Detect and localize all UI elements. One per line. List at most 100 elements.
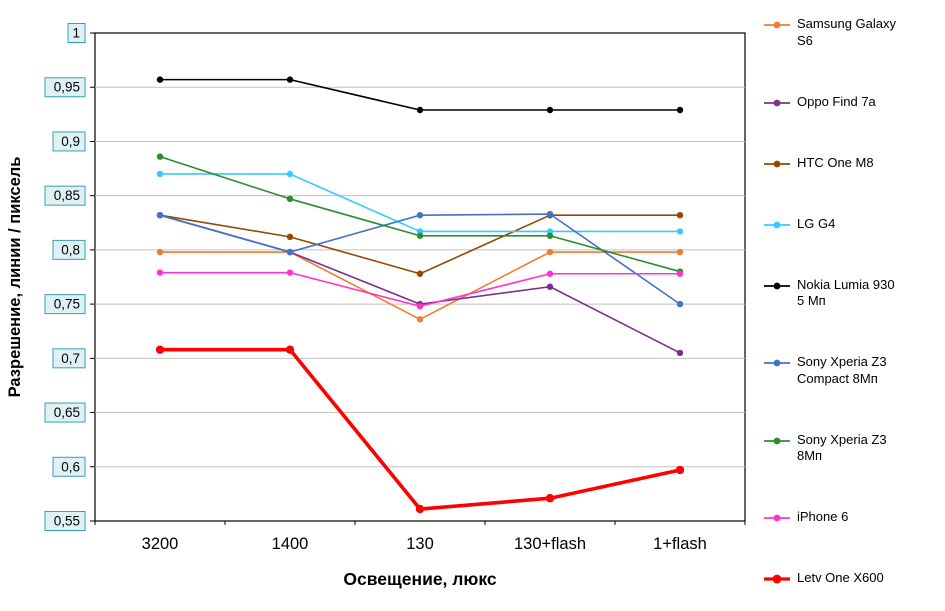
y-tick-label-box: [44, 402, 86, 423]
legend-dot: [773, 221, 781, 228]
series-marker-8: [415, 504, 425, 514]
series-marker-1: [676, 349, 684, 357]
series-marker-7: [286, 269, 294, 276]
y-axis-title: Разрешение, линии / пиксель: [6, 157, 24, 398]
y-tick-label-box: [44, 294, 86, 315]
legend-item: HTC One M8: [764, 155, 943, 172]
series-marker-6: [286, 195, 294, 203]
legend-item: Samsung Galaxy S6: [764, 16, 943, 49]
y-tick-label: 0,85: [54, 188, 80, 203]
series-marker-5: [156, 211, 164, 219]
legend-marker-icon: [764, 160, 790, 167]
y-tick-label: 0,65: [54, 405, 80, 420]
legend-label: Sony Xperia Z3 8Мп: [797, 431, 887, 464]
legend-label: Letv One X600: [797, 570, 884, 586]
y-tick-label: 1: [72, 26, 80, 41]
x-axis-title: Освещение, люкс: [343, 569, 496, 589]
legend-label: Oppo Find 7a: [797, 93, 876, 109]
legend-dot: [773, 359, 781, 367]
series-marker-5: [546, 210, 554, 218]
legend-dot: [773, 99, 781, 107]
plot-area: [94, 32, 746, 522]
legend-item: Nokia Lumia 930 5 Мп: [764, 277, 943, 310]
series-marker-4: [546, 106, 554, 114]
series-marker-8: [675, 465, 685, 475]
y-tick-label-box: [52, 131, 86, 152]
series-marker-0: [676, 248, 684, 256]
legend-marker-icon: [764, 221, 790, 228]
series-marker-0: [546, 248, 554, 256]
x-tick-label: 1400: [272, 535, 309, 553]
legend-dot: [772, 574, 782, 584]
series-marker-4: [286, 76, 294, 83]
legend-label: iPhone 6: [797, 509, 849, 525]
y-tick-label-box: [44, 185, 86, 206]
legend-label: LG G4: [797, 215, 836, 231]
legend-marker-icon: [764, 574, 790, 584]
series-marker-8: [285, 345, 295, 354]
series-marker-3: [156, 170, 164, 178]
legend-dot: [773, 160, 781, 167]
legend-item: LG G4: [764, 216, 943, 233]
y-tick-label: 0,8: [61, 242, 80, 257]
series-marker-6: [416, 232, 424, 239]
series-marker-5: [676, 300, 684, 308]
y-tick-label: 0,95: [54, 80, 80, 95]
legend-dot: [773, 282, 781, 289]
legend-marker-icon: [764, 359, 790, 367]
y-tick-label: 0,7: [61, 351, 80, 366]
legend-label: HTC One M8: [797, 154, 874, 170]
series-marker-2: [286, 233, 294, 241]
y-tick-label-box: [44, 511, 86, 531]
series-marker-7: [676, 270, 684, 277]
legend-marker-icon: [764, 514, 790, 522]
series-marker-4: [676, 106, 684, 114]
y-tick-label-box: [52, 239, 86, 260]
legend-item: iPhone 6: [764, 509, 943, 526]
resolution-vs-lighting-chart: 0,55 0,6 0,65 0,7 0,75 0,8 0,85 0,9 0,95 1 3200 140…: [6, 23, 746, 589]
legend-marker-icon: [764, 437, 790, 445]
series-marker-6: [156, 153, 164, 160]
series-marker-0: [156, 248, 164, 256]
series-marker-5: [416, 211, 424, 219]
series-marker-3: [676, 228, 684, 235]
x-tick-label: 1+flash: [653, 535, 707, 553]
legend-dot: [773, 21, 781, 29]
series-marker-1: [546, 283, 554, 290]
y-tick-label: 0,9: [61, 134, 80, 149]
legend-label: Nokia Lumia 930 5 Мп: [797, 276, 895, 309]
chart-legend: Samsung Galaxy S6 Oppo Find 7a HTC One M8 L…: [758, 0, 945, 611]
y-tick-label-box: [67, 23, 86, 43]
y-tick-label-box: [52, 456, 86, 477]
y-tick-label: 0,6: [61, 459, 80, 474]
legend-item: Oppo Find 7a: [764, 94, 943, 111]
series-marker-3: [286, 170, 294, 178]
y-tick-label-box: [44, 77, 86, 98]
legend-label: Samsung Galaxy S6: [797, 16, 896, 48]
x-tick-label: 130: [406, 535, 434, 553]
y-tick-label: 0,55: [54, 514, 80, 529]
legend-item: Sony Xperia Z3 8Мп: [764, 432, 943, 465]
series-marker-0: [416, 316, 424, 323]
series-marker-7: [416, 303, 424, 310]
series-marker-2: [676, 211, 684, 219]
x-tick-label: 130+flash: [514, 535, 586, 553]
x-tick-label: 3200: [142, 535, 179, 553]
legend-label: Sony Xperia Z3 Compact 8Мп: [797, 354, 887, 386]
series-marker-8: [155, 345, 165, 354]
y-tick-label-box: [52, 348, 86, 369]
series-marker-4: [156, 76, 164, 83]
legend-marker-icon: [764, 99, 790, 107]
legend-dot: [773, 514, 781, 522]
series-marker-2: [416, 270, 424, 277]
series-marker-7: [546, 270, 554, 277]
series-marker-6: [546, 232, 554, 239]
legend-marker-icon: [764, 21, 790, 29]
series-marker-7: [156, 269, 164, 276]
chart-plot-region: 0,55 0,6 0,65 0,7 0,75 0,8 0,85 0,9 0,95 1 3200 140…: [6, 23, 746, 589]
legend-item: Sony Xperia Z3 Compact 8Мп: [764, 354, 943, 387]
series-marker-8: [545, 494, 555, 503]
series-marker-4: [416, 106, 424, 114]
legend-item: Letv One X600: [764, 570, 943, 587]
